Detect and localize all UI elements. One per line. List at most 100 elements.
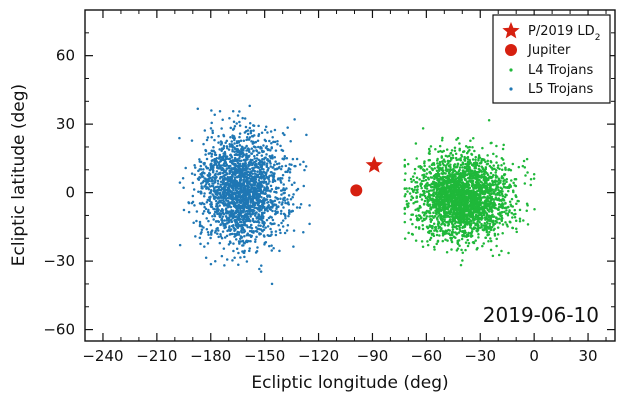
x-tick-label: −240 — [82, 347, 123, 365]
l4-trojan-point — [470, 184, 474, 188]
l4-trojan-point — [459, 189, 463, 192]
l5-trojan-point — [258, 151, 261, 155]
l5-trojan-point — [228, 143, 231, 146]
l5-trojan-point — [260, 264, 263, 267]
labels-layer: −240 −210 −180 −150 −120 −90 −60 −30 0 30−60−3003… — [43, 47, 597, 365]
l4-trojan-point — [468, 221, 471, 225]
l5-trojan-point — [213, 214, 217, 218]
l5-trojan-point — [248, 167, 252, 171]
l5-trojan-point — [249, 212, 252, 216]
l4-trojan-point — [466, 238, 469, 242]
l5-trojan-point — [238, 132, 242, 135]
l5-trojan-point — [246, 184, 249, 187]
l5-trojan-point — [206, 230, 210, 234]
l4-trojan-point — [422, 169, 426, 172]
l4-trojan-point — [436, 192, 440, 196]
l5-trojan-point — [257, 195, 261, 199]
l5-trojan-point — [245, 149, 248, 152]
l5-trojan-point — [281, 201, 284, 204]
l5-trojan-point — [218, 155, 221, 159]
l4-trojan-point — [525, 209, 528, 213]
l5-trojan-point — [238, 143, 242, 147]
l5-trojan-point — [252, 149, 255, 153]
l4-trojan-point — [495, 221, 499, 224]
l4-trojan-point — [471, 158, 475, 161]
l5-trojan-point — [266, 169, 269, 172]
l5-trojan-point — [231, 259, 234, 262]
l5-trojan-point — [199, 190, 203, 194]
l4-trojan-point — [433, 177, 436, 181]
l4-trojan-point — [513, 215, 517, 219]
l5-trojan-point — [245, 144, 248, 148]
l4-trojan-point — [440, 183, 444, 186]
l5-trojan-point — [224, 215, 228, 218]
l5-trojan-point — [248, 234, 252, 237]
l5-trojan-point — [244, 146, 247, 150]
l5-trojan-point — [250, 204, 254, 208]
l5-trojan-point — [271, 178, 275, 182]
l4-trojan-point — [431, 185, 435, 189]
l5-trojan-point — [236, 114, 240, 117]
l4-trojan-point — [496, 183, 500, 186]
l5-trojan-point — [286, 223, 290, 227]
l5-trojan-point — [213, 151, 217, 154]
l4-trojan-point — [500, 214, 503, 218]
l5-trojan-point — [220, 237, 224, 240]
l5-trojan-point — [203, 205, 206, 209]
l4-trojan-point — [474, 239, 477, 242]
l5-trojan-point — [202, 142, 205, 146]
l5-trojan-point — [295, 157, 299, 161]
l5-trojan-point — [247, 138, 250, 141]
l4-trojan-point — [463, 198, 466, 202]
l5-trojan-point — [257, 224, 260, 227]
l5-trojan-point — [202, 202, 206, 206]
l5-trojan-point — [209, 223, 213, 227]
l4-trojan-point — [492, 152, 495, 156]
l5-trojan-point — [259, 168, 262, 171]
l4-trojan-point — [436, 239, 440, 243]
l4-trojan-point — [443, 192, 447, 196]
l5-trojan-point — [221, 230, 225, 233]
l5-trojan-point — [245, 135, 249, 139]
l4-trojan-point — [475, 194, 478, 197]
l5-trojan-point — [274, 209, 277, 213]
l4-trojan-point — [467, 183, 471, 187]
l5-trojan-point — [239, 180, 242, 183]
l5-trojan-point — [244, 166, 248, 169]
l4-trojan-point — [439, 193, 442, 197]
l4-trojan-point — [487, 183, 491, 187]
l4-trojan-point — [478, 226, 482, 229]
l5-trojan-point — [200, 185, 203, 188]
l4-trojan-point — [471, 146, 474, 149]
l5-trojan-point — [302, 184, 305, 188]
l4-trojan-point — [433, 167, 437, 170]
l5-trojan-point — [259, 270, 263, 273]
l4-trojan-point — [502, 199, 506, 202]
l4-trojan-point — [448, 177, 451, 181]
l4-trojan-point — [424, 178, 428, 182]
l5-trojan-point — [271, 209, 274, 213]
l5-trojan-point — [257, 158, 260, 162]
l5-trojan-point — [217, 141, 220, 144]
l4-trojan-point — [486, 222, 489, 225]
l5-trojan-point — [273, 172, 276, 175]
l5-trojan-point — [230, 173, 234, 176]
l5-trojan-point — [240, 184, 243, 187]
l4-trojan-point — [410, 180, 413, 184]
l4-trojan-point — [474, 158, 477, 162]
l4-trojan-point — [458, 227, 461, 231]
l4-trojan-point — [489, 166, 493, 169]
l4-trojan-point — [463, 165, 467, 169]
l4-trojan-point — [489, 237, 492, 240]
l5-trojan-point — [279, 197, 282, 201]
l4-trojan-point — [494, 197, 498, 201]
l5-trojan-point — [276, 210, 279, 214]
l5-trojan-point — [298, 163, 302, 166]
l5-trojan-point — [228, 185, 231, 188]
l4-trojan-point — [420, 179, 424, 183]
l5-trojan-point — [257, 175, 260, 179]
l5-trojan-point — [259, 190, 263, 193]
l4-trojan-point — [504, 166, 507, 169]
l5-trojan-point — [291, 209, 294, 213]
l4-trojan-point — [426, 203, 429, 207]
